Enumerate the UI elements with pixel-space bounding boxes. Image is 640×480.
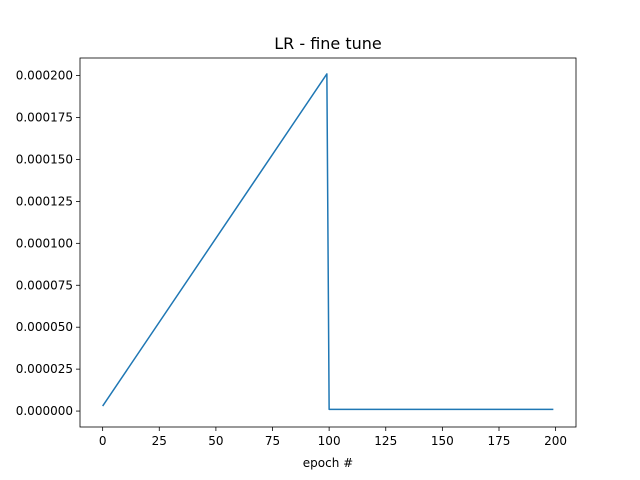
y-tick-label: 0.000200 <box>16 69 73 83</box>
x-tick-label: 0 <box>99 434 107 448</box>
plot-area <box>79 57 577 428</box>
x-tick-label: 75 <box>265 434 280 448</box>
x-axis-ticks: 0 25 50 75 100 125 150 175 200 <box>99 427 567 448</box>
y-tick-label: 0.000125 <box>16 194 73 208</box>
x-tick-label: 100 <box>318 434 341 448</box>
x-tick-label: 175 <box>488 434 511 448</box>
chart-title: LR - fine tune <box>274 34 382 53</box>
x-tick-label: 25 <box>152 434 167 448</box>
y-tick-label: 0.000150 <box>16 152 73 166</box>
series-line-0 <box>102 73 554 411</box>
y-tick-label: 0.000025 <box>16 362 73 376</box>
x-tick-label: 50 <box>208 434 223 448</box>
y-tick-label: 0.000100 <box>16 236 73 250</box>
y-tick-label: 0.000075 <box>16 278 73 292</box>
x-tick-label: 200 <box>544 434 567 448</box>
axes-frame <box>79 57 577 428</box>
y-tick-label: 0.000050 <box>16 320 73 334</box>
x-axis-label: epoch # <box>303 456 353 470</box>
y-axis-ticks: 0.000000 0.000025 0.000050 0.000075 0.000100… <box>16 69 80 418</box>
x-tick-label: 150 <box>431 434 454 448</box>
y-tick-label: 0.000000 <box>16 404 73 418</box>
y-tick-label: 0.000175 <box>16 111 73 125</box>
x-tick-label: 125 <box>374 434 397 448</box>
